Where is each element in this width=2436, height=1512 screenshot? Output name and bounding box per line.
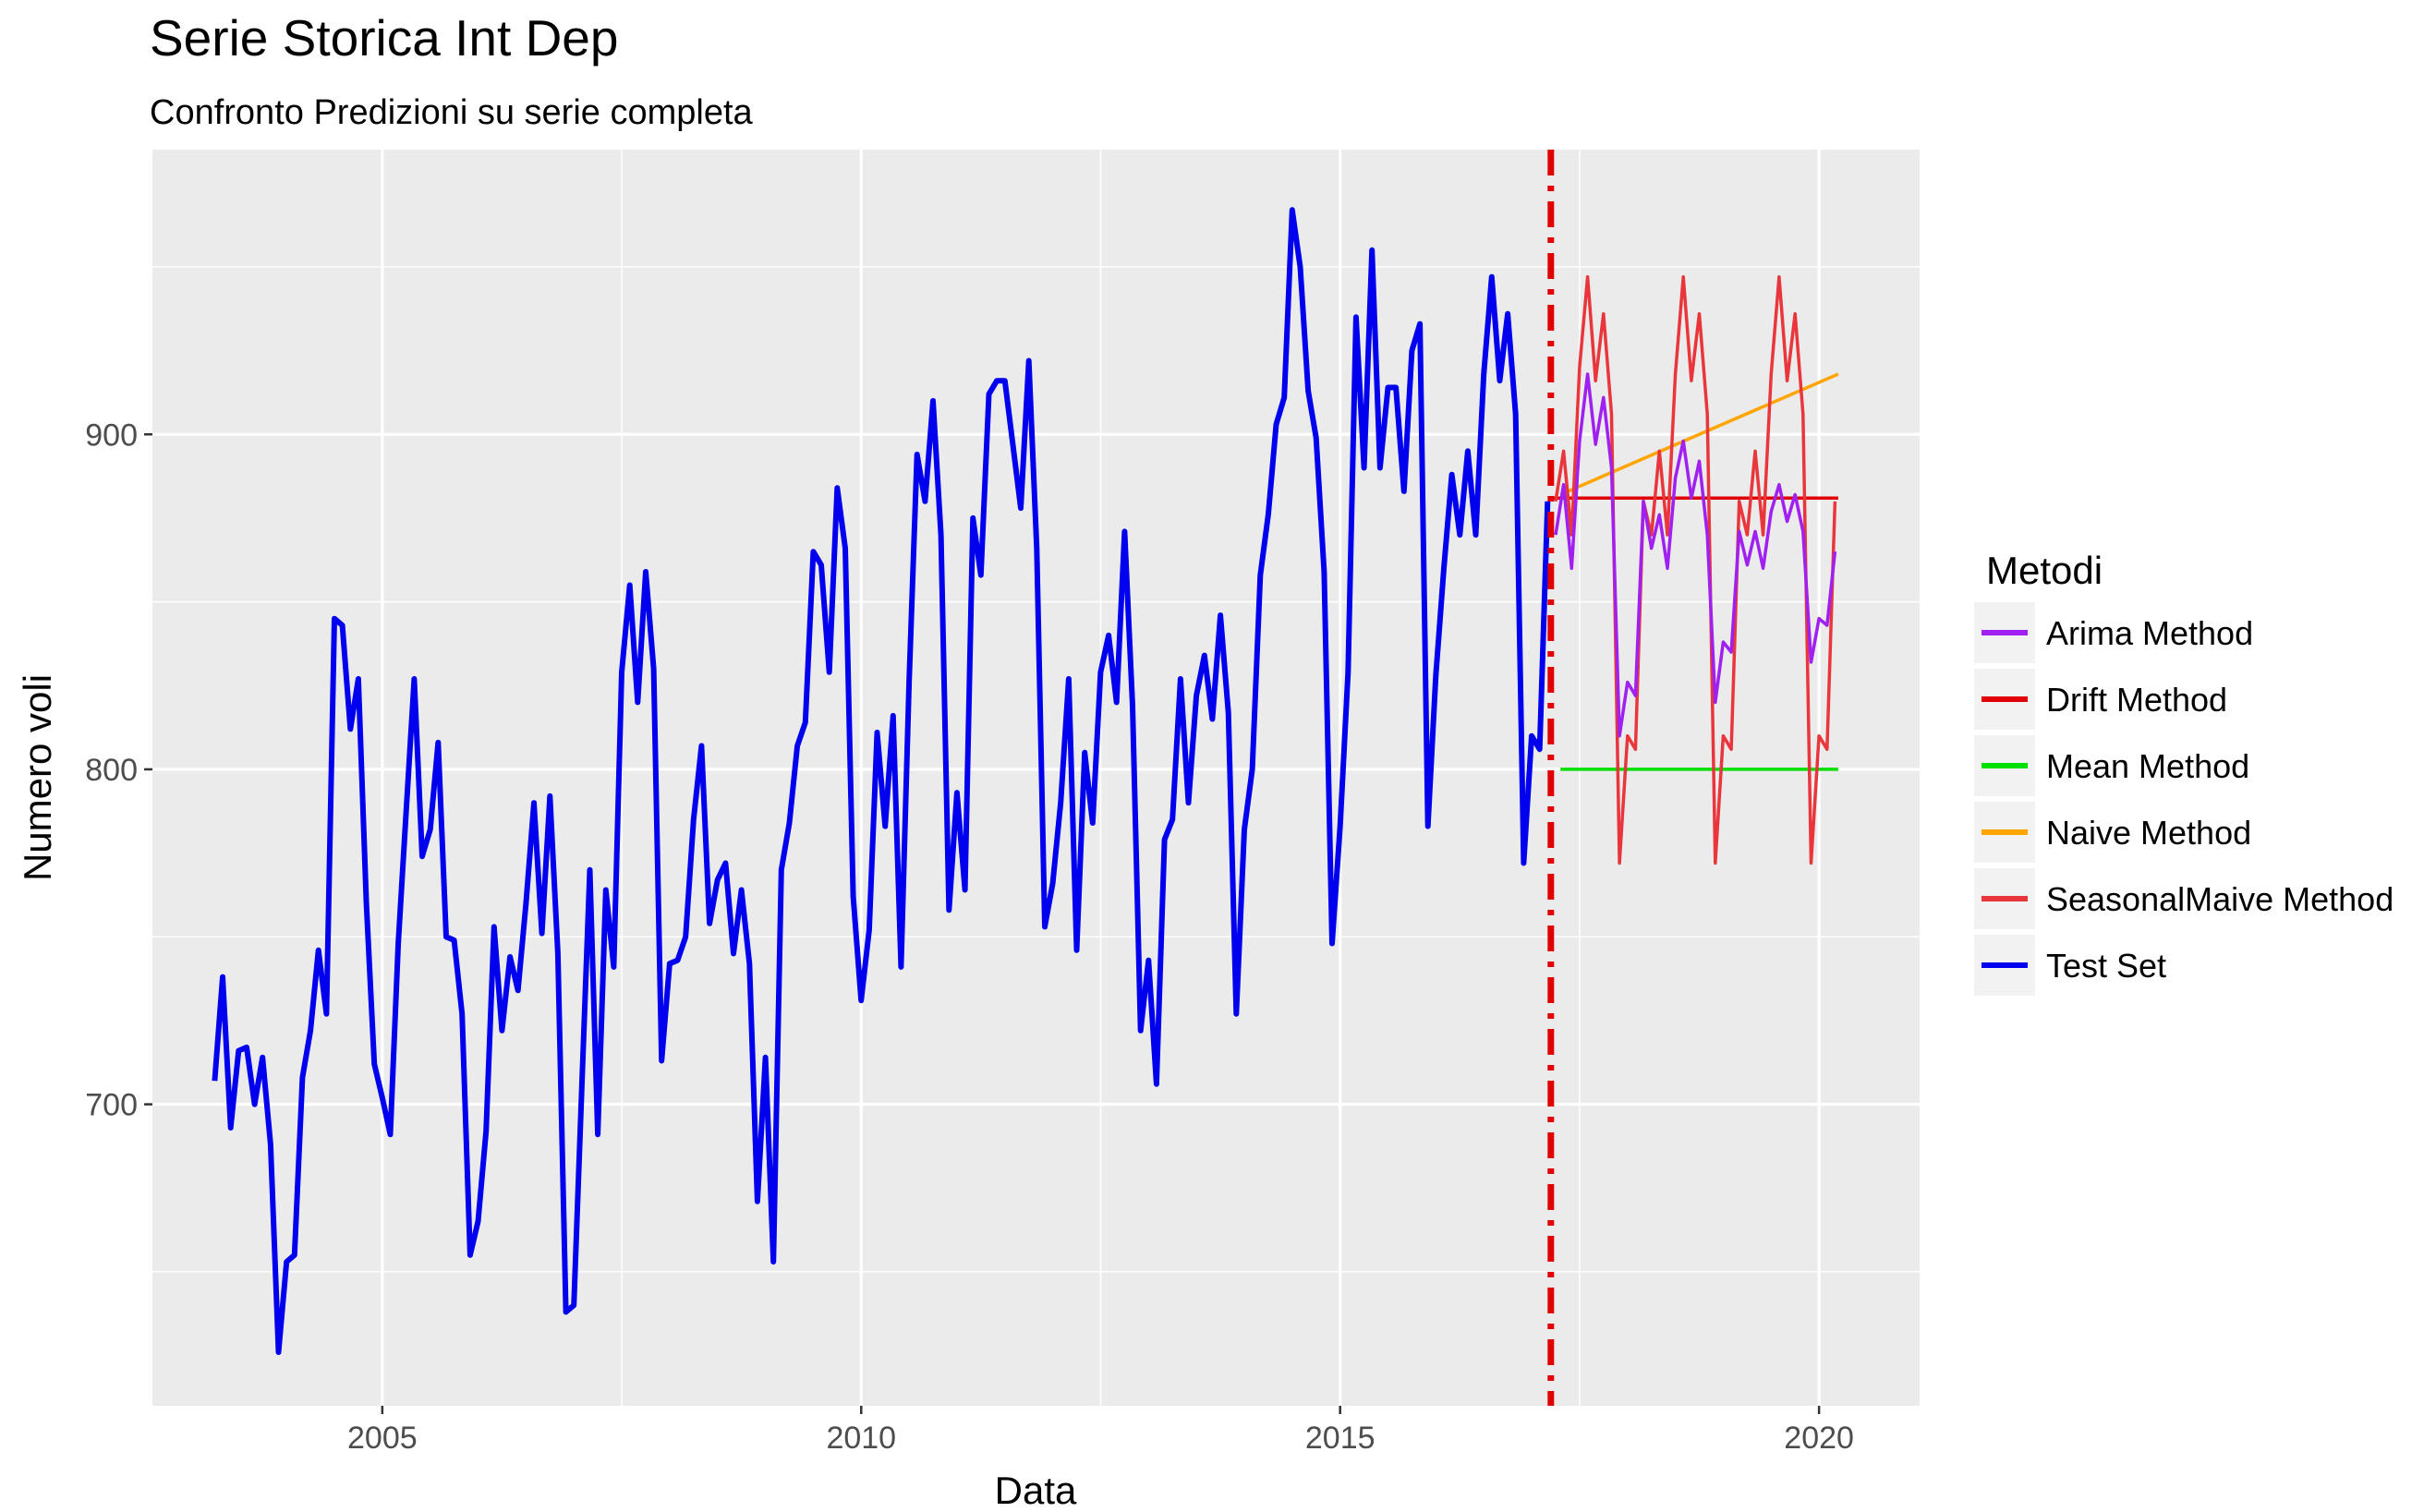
legend: Metodi Arima Method Drift Method Mean Meth…	[1974, 549, 2394, 996]
legend-label-mean-method: Mean Method	[2046, 747, 2249, 785]
x-tick-label: 2005	[347, 1421, 418, 1456]
x-tick-label: 2010	[826, 1421, 896, 1456]
chart-title: Serie Storica Int Dep	[150, 9, 618, 67]
x-axis-title: Data	[995, 1469, 1077, 1512]
series-line-naive-method	[1559, 372, 1839, 497]
y-tick-label: 700	[85, 1088, 138, 1123]
legend-label-test-set: Test Set	[2046, 947, 2166, 985]
series-layer	[212, 207, 1839, 1355]
x-tick-label: 2015	[1305, 1421, 1376, 1456]
series-line-seasonalmaive-method	[1554, 275, 1837, 865]
series-line-arima-method	[1554, 372, 1837, 738]
legend-label-seasonalmaive-method: SeasonalMaive Method	[2046, 880, 2394, 918]
x-tick-label: 2020	[1784, 1421, 1854, 1456]
legend-items: Arima Method Drift Method Mean Method Naive…	[1974, 602, 2394, 996]
legend-label-arima-method: Arima Method	[2046, 614, 2253, 652]
legend-label-naive-method: Naive Method	[2046, 814, 2251, 852]
y-axis-title: Numero voli	[16, 674, 59, 881]
y-tick-label: 800	[85, 753, 138, 788]
chart-subtitle: Confronto Predizioni su serie completa	[150, 93, 754, 132]
axis-layer: 2005 2010 2015 2020 700 800 900	[85, 417, 1854, 1456]
legend-label-drift-method: Drift Method	[2046, 681, 2227, 719]
y-tick-label: 900	[85, 417, 138, 453]
legend-title: Metodi	[1986, 549, 2103, 592]
series-line-test-set	[212, 207, 1551, 1355]
